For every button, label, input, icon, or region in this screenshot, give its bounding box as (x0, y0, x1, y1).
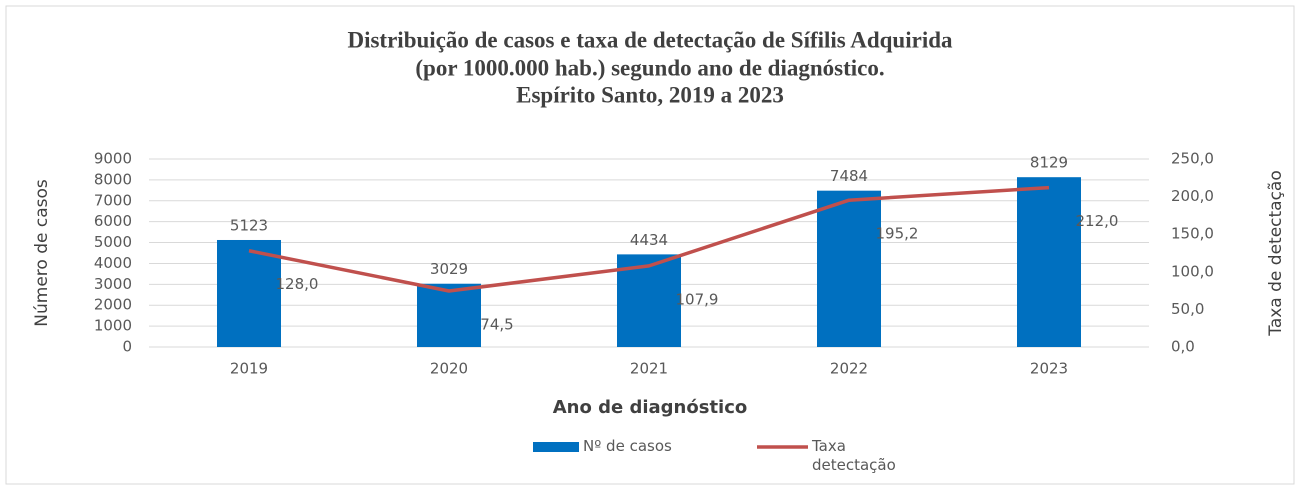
data-label: 7484 (830, 167, 868, 185)
y-tick-label: 1000 (94, 317, 132, 335)
y2-tick-label: 50,0 (1171, 300, 1204, 318)
x-tick-label: 2020 (430, 360, 468, 378)
data-label: 4434 (630, 231, 668, 249)
legend-label: Taxa detectação (812, 437, 896, 474)
y-tick-label: 6000 (94, 212, 132, 230)
chart-title: (por 1000.000 hab.) segundo ano de diagn… (415, 55, 884, 80)
x-axis-title: Ano de diagnóstico (553, 397, 748, 418)
y-tick-label: 7000 (94, 191, 132, 209)
y-tick-label: 3000 (94, 275, 132, 293)
x-tick-label: 2021 (630, 360, 668, 378)
y2-tick-label: 0,0 (1171, 338, 1195, 356)
y-tick-label: 9000 (94, 150, 132, 168)
x-tick-label: 2019 (230, 360, 268, 378)
y2-axis-title: Taxa de detectação (1266, 170, 1286, 337)
y2-tick-label: 150,0 (1171, 225, 1214, 243)
bar (417, 283, 481, 347)
y-tick-label: 0 (122, 338, 132, 356)
bar (217, 239, 281, 347)
data-label: 212,0 (1076, 212, 1119, 230)
y-tick-label: 5000 (94, 233, 132, 251)
y2-tick-label: 250,0 (1171, 150, 1214, 168)
x-tick-label: 2022 (830, 360, 868, 378)
y-tick-label: 4000 (94, 254, 132, 272)
chart-title: Distribuição de casos e taxa de detectaç… (347, 27, 953, 52)
data-label: 128,0 (276, 275, 319, 293)
legend-label: Nº de casos (583, 437, 672, 455)
line (248, 185, 1050, 293)
y-tick-label: 8000 (94, 170, 132, 188)
chart-title: Espírito Santo, 2019 a 2023 (516, 82, 784, 107)
data-label: 195,2 (876, 225, 919, 243)
y-tick-label: 2000 (94, 296, 132, 314)
bar (1017, 177, 1081, 347)
data-label: 74,5 (480, 315, 513, 333)
data-label: 3029 (430, 260, 468, 278)
y-axis-title: Número de casos (32, 179, 52, 327)
y2-tick-label: 200,0 (1171, 187, 1214, 205)
data-label: 107,9 (676, 290, 719, 308)
data-label: 8129 (1030, 154, 1068, 172)
x-tick-label: 2023 (1030, 360, 1068, 378)
bar (817, 190, 881, 347)
data-label: 5123 (230, 216, 268, 234)
y2-tick-label: 100,0 (1171, 262, 1214, 280)
legend-swatch (533, 442, 579, 452)
